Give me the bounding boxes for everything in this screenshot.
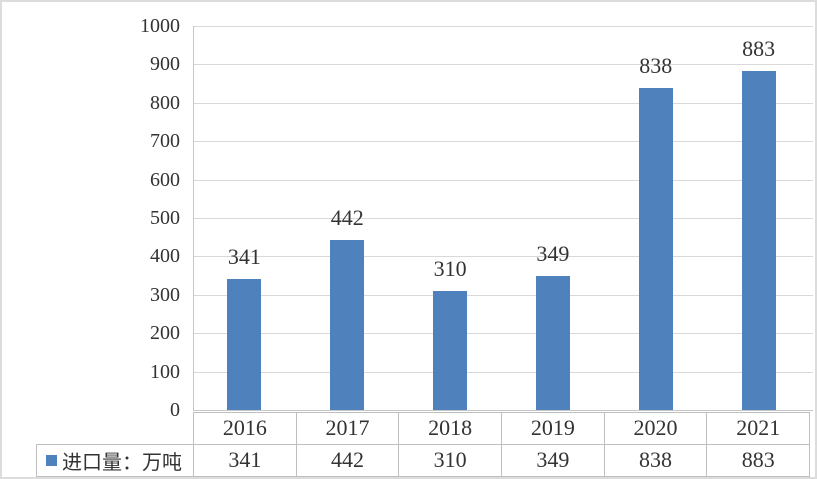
gridline <box>193 256 813 257</box>
x-axis-line <box>193 410 813 411</box>
value-cell: 442 <box>295 444 400 477</box>
value-cell: 310 <box>398 444 503 477</box>
bar <box>330 240 365 410</box>
gridline <box>193 141 813 142</box>
legend-cell: 进口量：万吨 <box>36 444 194 477</box>
gridline <box>193 372 813 373</box>
gridline <box>193 26 813 27</box>
bar-value-label: 442 <box>330 205 364 231</box>
bar <box>638 88 673 410</box>
y-axis-tick-label: 500 <box>150 207 180 229</box>
gridline <box>193 333 813 334</box>
y-axis-tick-label: 600 <box>150 169 180 191</box>
y-axis-tick-label: 900 <box>150 53 180 75</box>
y-axis-line <box>193 26 194 410</box>
year-cell: 2020 <box>603 412 708 445</box>
value-cell: 883 <box>706 444 811 477</box>
year-cell: 2018 <box>398 412 503 445</box>
table-years-row: 2016 2017 2018 2019 2020 2021 <box>193 412 811 445</box>
value-cell: 838 <box>603 444 708 477</box>
value-cell: 349 <box>501 444 605 477</box>
y-axis-tick-label: 1000 <box>140 15 180 37</box>
gridline <box>193 103 813 104</box>
bar <box>227 279 262 410</box>
gridline <box>193 218 813 219</box>
year-cell: 2016 <box>193 412 297 445</box>
y-axis-tick-label: 800 <box>150 92 180 114</box>
gridline <box>193 180 813 181</box>
y-axis-tick-label: 300 <box>150 284 180 306</box>
legend-marker-icon <box>46 455 57 466</box>
y-axis-tick-label: 200 <box>150 322 180 344</box>
bar <box>433 291 468 410</box>
bar-value-label: 310 <box>433 256 467 281</box>
bar-value-label: 838 <box>639 53 673 79</box>
bar-value-label: 341 <box>227 244 261 270</box>
value-cell: 341 <box>193 444 297 477</box>
bar-value-label: 349 <box>536 241 570 266</box>
y-axis-tick-label: 100 <box>150 361 180 383</box>
year-cell: 2021 <box>706 412 811 445</box>
gridline <box>193 295 813 296</box>
legend-label: 进口量：万吨 <box>62 452 182 474</box>
y-axis-tick-label: 700 <box>150 130 180 152</box>
bar <box>741 70 776 410</box>
gridline <box>193 64 813 65</box>
year-cell: 2019 <box>501 412 605 445</box>
year-cell: 2017 <box>295 412 400 445</box>
bar-value-label: 883 <box>742 35 776 61</box>
table-values-row: 341 442 310 349 838 883 <box>193 444 811 477</box>
y-axis-tick-label: 0 <box>170 399 180 421</box>
bar <box>535 276 570 410</box>
y-axis-tick-label: 400 <box>150 245 180 267</box>
